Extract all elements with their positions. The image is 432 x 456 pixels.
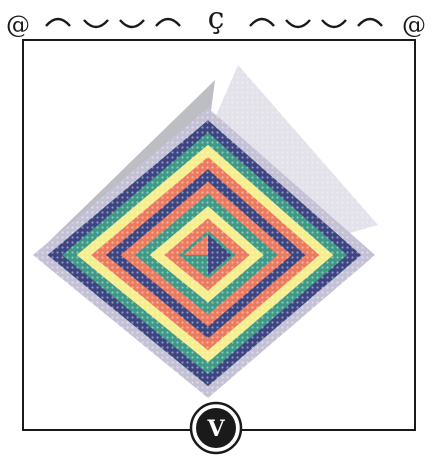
gray-shadow-band (35, 80, 215, 258)
stitch-texture (33, 108, 375, 398)
center-symbol: ç (208, 1, 225, 36)
top-border: @ ç @ (6, 1, 426, 39)
badge-letter: V (206, 416, 225, 442)
wave-left (45, 17, 181, 29)
badge-circle (196, 408, 236, 448)
wave-right (249, 17, 383, 29)
right-corner-symbol: @ (402, 11, 426, 39)
left-corner-symbol: @ (6, 11, 30, 39)
bottom-badge: V (189, 401, 243, 455)
